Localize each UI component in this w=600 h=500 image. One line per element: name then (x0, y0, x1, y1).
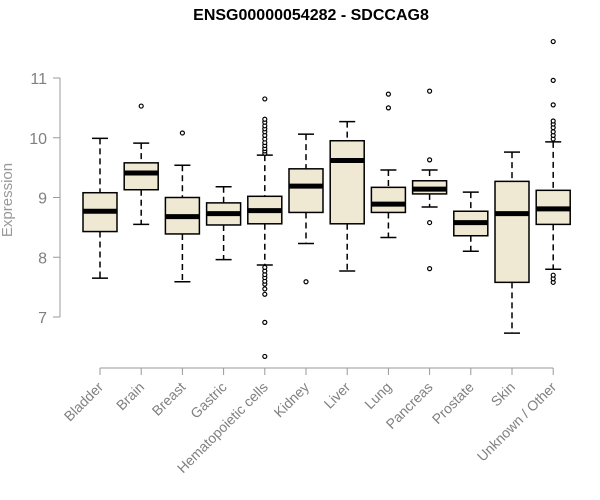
outlier-point (427, 157, 433, 163)
y-tick-label: 8 (38, 250, 47, 267)
x-tick-label: Bladder (61, 379, 107, 425)
y-axis-label: Expression (0, 163, 16, 237)
x-tick-label: Skin (488, 379, 519, 410)
box-liver (329, 120, 365, 272)
y-tick-label: 11 (30, 71, 47, 88)
chart-title: ENSG00000054282 - SDCCAG8 (193, 7, 429, 24)
x-tick-label: Prostate (429, 379, 477, 427)
outlier-point (550, 272, 556, 278)
outlier-point (427, 266, 433, 272)
outlier-point (385, 105, 391, 111)
outlier-point (550, 102, 556, 108)
outlier-point (138, 103, 144, 109)
outlier-point (179, 130, 185, 136)
box-gastric (205, 185, 242, 261)
box-skin (494, 151, 530, 334)
box-brain (123, 103, 159, 226)
outlier-point (262, 116, 268, 122)
y-tick-label: 10 (29, 131, 47, 148)
box-unknown-other (535, 38, 571, 285)
x-tick-label: Liver (321, 379, 354, 412)
outlier-point (262, 286, 268, 292)
outlier-point (427, 88, 433, 94)
outlier-point (550, 118, 556, 124)
box-bladder (82, 137, 118, 279)
box-kidney (288, 133, 324, 285)
outlier-point (550, 129, 556, 135)
outlier-point (262, 96, 268, 102)
box-breast (164, 130, 201, 283)
iqr-box (494, 180, 530, 284)
box-pancreas (411, 88, 448, 272)
iqr-box (329, 139, 365, 225)
iqr-box (123, 162, 159, 191)
y-axis: 7 8 9 10 11 (29, 71, 61, 327)
x-tick-label: Brain (113, 379, 147, 413)
boxes (82, 38, 571, 360)
box-prostate (453, 191, 489, 253)
x-tick-label: Breast (149, 379, 189, 419)
box-hematopoietic-cells (247, 96, 283, 360)
outlier-point (427, 219, 433, 226)
outlier-point (262, 353, 268, 360)
outlier-point (262, 319, 268, 325)
outlier-point (262, 291, 268, 297)
iqr-box (370, 186, 407, 214)
x-tick-label: Kidney (271, 379, 313, 421)
y-tick-label: 7 (38, 310, 47, 327)
outlier-point (550, 38, 556, 45)
y-tick-label: 9 (38, 191, 47, 208)
x-tick-label: Lung (361, 379, 394, 412)
outlier-point (262, 264, 268, 271)
outlier-point (303, 279, 309, 285)
box-lung (370, 91, 407, 239)
outlier-point (550, 77, 556, 83)
iqr-box (288, 168, 324, 214)
outlier-point (385, 91, 391, 97)
